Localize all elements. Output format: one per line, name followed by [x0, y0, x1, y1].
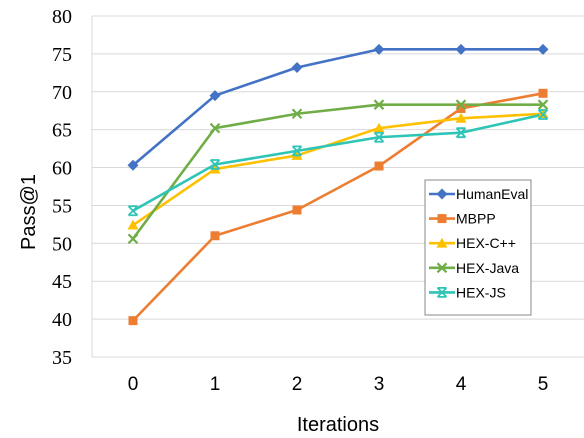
legend-label: MBPP	[456, 211, 496, 227]
data-point	[537, 99, 549, 110]
data-point	[209, 90, 221, 102]
data-point	[374, 161, 384, 171]
data-point	[209, 122, 221, 134]
series-line-hex-c-	[132, 112, 544, 227]
data-point	[209, 159, 221, 170]
legend-label: HEX-Java	[456, 260, 519, 276]
x-tick-label: 3	[374, 374, 385, 395]
x-tick-label: 2	[292, 374, 303, 395]
data-point	[537, 108, 549, 119]
x-tick-label: 5	[538, 374, 549, 395]
data-point	[291, 108, 303, 120]
legend-marker	[436, 262, 448, 274]
y-tick-label: 75	[52, 44, 72, 66]
legend-marker	[436, 287, 448, 298]
legend-marker	[436, 188, 448, 200]
legend-item: HEX-Java	[429, 260, 519, 276]
y-tick-label: 55	[52, 195, 72, 217]
y-tick-label: 45	[52, 271, 72, 293]
legend-item: HumanEval	[429, 186, 528, 202]
data-point	[373, 122, 385, 133]
data-point	[455, 99, 467, 110]
data-point	[127, 159, 139, 171]
series-line-humaneval	[132, 48, 543, 167]
legend-item: HEX-C++	[429, 235, 516, 251]
data-point	[373, 131, 385, 143]
y-axis-label: Pass@1	[18, 174, 40, 250]
data-point	[127, 205, 139, 217]
data-point	[127, 233, 139, 245]
data-point	[373, 99, 385, 110]
data-point	[127, 219, 139, 230]
series-line-hex-js	[132, 113, 544, 212]
series-markers	[127, 43, 549, 326]
data-point	[291, 145, 303, 157]
series-line-hex-java	[131, 103, 543, 240]
legend: HumanEval MBPP HEX-C++ HEX-Java HEX-JS	[424, 179, 532, 316]
data-point	[456, 103, 466, 113]
data-point	[292, 205, 302, 215]
data-point	[373, 43, 385, 55]
legend-label: HEX-C++	[456, 235, 516, 251]
x-axis-label: Iterations	[297, 414, 379, 436]
x-tick-labels: 0 1 2 3 4 5	[128, 374, 549, 395]
series-lines	[131, 48, 544, 322]
y-tick-label: 50	[52, 233, 72, 255]
data-point	[537, 43, 549, 55]
data-point	[538, 88, 548, 98]
data-point	[455, 112, 467, 123]
data-point	[128, 316, 138, 326]
data-point	[455, 43, 467, 55]
legend-item: MBPP	[429, 211, 496, 227]
y-tick-label: 40	[52, 309, 72, 331]
x-tick-label: 0	[128, 374, 139, 395]
legend-marker	[437, 214, 447, 224]
legend-marker	[436, 237, 448, 248]
legend-label: HumanEval	[456, 186, 528, 202]
data-point	[537, 109, 549, 120]
y-tick-label: 70	[52, 82, 72, 104]
y-tick-label: 35	[52, 347, 72, 369]
legend-item: HEX-JS	[429, 284, 506, 300]
y-tick-label: 80	[52, 6, 72, 28]
x-tick-label: 1	[210, 374, 221, 395]
y-tick-labels: 35 40 45 50 55 60 65 70 75 80	[52, 6, 72, 369]
data-point	[455, 127, 467, 139]
legend-label: HEX-JS	[456, 284, 506, 300]
x-tick-label: 4	[456, 374, 467, 395]
data-point	[210, 231, 220, 241]
y-tick-label: 60	[52, 158, 72, 180]
data-point	[291, 62, 303, 74]
y-tick-label: 65	[52, 120, 72, 142]
